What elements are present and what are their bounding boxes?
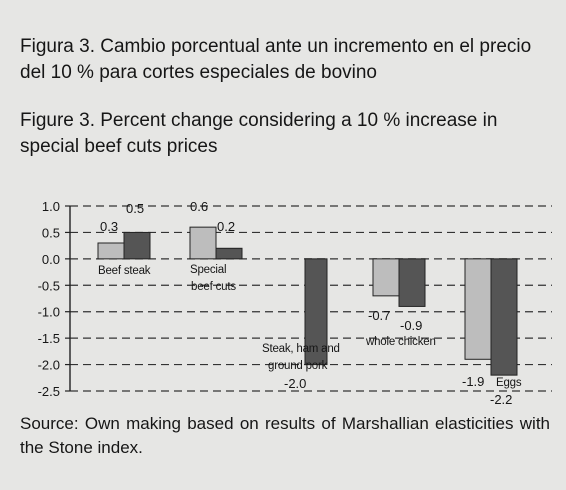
figure-caption-english: Figure 3. Percent change considering a 1… — [20, 110, 498, 157]
bar-series-a — [372, 258, 400, 297]
data-label: -0.9 — [400, 318, 422, 333]
y-tick-label: -1.5 — [38, 331, 60, 346]
category-label: whole chicken — [365, 336, 436, 348]
bar-series-b — [304, 258, 328, 366]
bar-series-b — [123, 231, 151, 260]
bar-chart: 1.0 0.5 0.0 -0.5 -1.0 -1.5 -2.0 -2.5 0.3 0.5 0.6 0.… — [0, 190, 566, 407]
bars — [97, 226, 518, 376]
y-tick-label: -2.5 — [38, 384, 60, 399]
category-label: Eggs — [496, 377, 522, 389]
bar-series-b — [398, 258, 426, 307]
y-tick-label: -2.0 — [38, 358, 60, 373]
source-note: Source: Own making based on results of M… — [20, 414, 550, 457]
bar-series-a — [97, 242, 125, 260]
category-label: Beef steak — [98, 265, 151, 277]
y-axis — [65, 205, 71, 392]
data-label: 0.2 — [217, 219, 235, 234]
y-tick-label: 1.0 — [42, 199, 60, 214]
bar-series-b — [490, 258, 518, 376]
bar-series-a — [464, 258, 492, 360]
bar-series-b — [215, 247, 243, 260]
data-label: 0.6 — [190, 199, 208, 214]
data-label: 0.3 — [100, 219, 118, 234]
category-label: Steak, ham and ground pork — [262, 343, 340, 372]
chart-svg: 1.0 0.5 0.0 -0.5 -1.0 -1.5 -2.0 -2.5 0.3 0.5 0.6 0.… — [38, 199, 552, 407]
y-tick-label: -0.5 — [38, 278, 60, 293]
data-label: 0.5 — [126, 201, 144, 216]
labels: 1.0 0.5 0.0 -0.5 -1.0 -1.5 -2.0 -2.5 0.3 0.5 0.6 0.… — [38, 199, 522, 407]
data-label: -0.7 — [368, 308, 390, 323]
category-label: Special beef cuts — [190, 264, 236, 293]
bar-series-a — [189, 226, 217, 260]
y-tick-label: 0.5 — [42, 225, 60, 240]
y-tick-label: 0.0 — [42, 252, 60, 267]
data-label: -1.9 — [462, 374, 484, 389]
data-label: -2.2 — [490, 392, 512, 405]
figure-caption-spanish: Figura 3. Cambio porcentual ante un incr… — [20, 36, 532, 83]
data-label: -2.0 — [284, 376, 306, 391]
y-tick-label: -1.0 — [38, 305, 60, 320]
